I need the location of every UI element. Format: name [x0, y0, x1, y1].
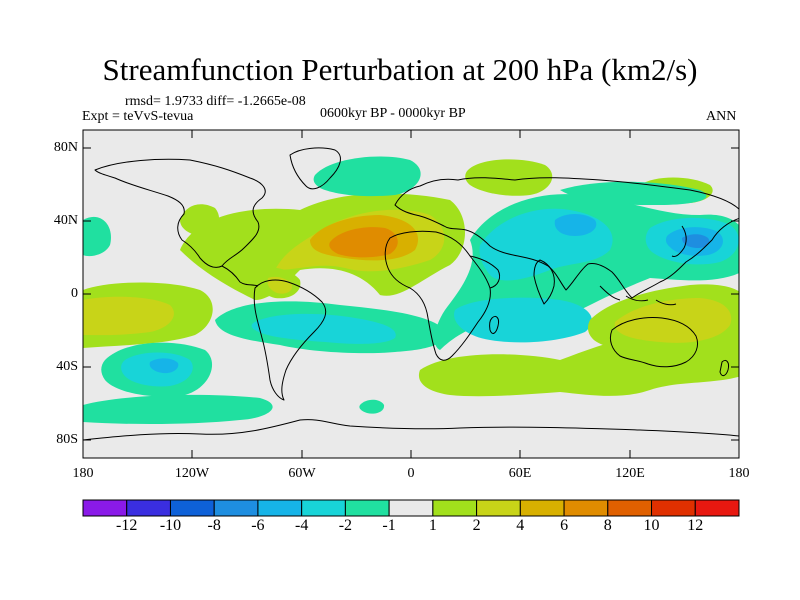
colorbar-label: -8	[207, 517, 221, 534]
colorbar-label: 8	[603, 517, 612, 534]
coast-greenland	[289, 147, 341, 190]
coast-arabia	[469, 255, 501, 289]
colorbar-box	[563, 499, 609, 517]
colorbar-box	[476, 499, 521, 517]
coast-antarctica	[83, 419, 739, 441]
coast-new-zealand	[719, 359, 729, 377]
lon-tick-120w: 120W	[174, 466, 210, 481]
colorbar-box	[432, 499, 478, 517]
colorbar-box	[519, 499, 565, 517]
colorbar-label: 6	[560, 517, 569, 534]
colorbar-box	[651, 499, 696, 517]
colorbar-label: 12	[687, 517, 704, 534]
colorbar-box	[694, 499, 740, 517]
lat-tick-40s: 40S	[56, 359, 78, 374]
contour-pos-2-greenland	[180, 204, 220, 236]
colorbar-box	[169, 499, 215, 517]
contour-neg-1-southernocean	[359, 399, 385, 414]
colorbar-label: -6	[251, 517, 265, 534]
coast-gulf	[221, 265, 259, 287]
lat-tick-80s: 80S	[56, 432, 78, 447]
colorbar-label: 4	[516, 517, 525, 534]
period-label: 0600kyr BP - 0000kyr BP	[320, 106, 466, 121]
colorbar-box	[82, 499, 128, 517]
contour-pos-2-indian-south	[453, 357, 521, 379]
plot-title: Streamfunction Perturbation at 200 hPa (…	[102, 52, 698, 87]
colorbar-box	[213, 499, 259, 517]
contour-neg-2-satlantic	[251, 313, 396, 344]
coastlines	[83, 147, 739, 441]
lat-tick-80n: 80N	[53, 140, 78, 155]
colorbar-label: -2	[338, 517, 353, 534]
contour-pos-4-epacific	[83, 296, 174, 336]
colorbar-box	[388, 499, 434, 517]
coast-south-america	[253, 279, 327, 401]
colorbar-label: -10	[159, 517, 182, 534]
colorbar	[82, 499, 740, 517]
lon-tick-60e: 60E	[508, 466, 532, 481]
lat-tick-0: 0	[71, 286, 78, 301]
coast-africa	[384, 230, 491, 361]
stats-text: rmsd= 1.9733 diff= -1.2665e-08	[125, 94, 306, 109]
contour-neg-4-spacific	[149, 358, 179, 374]
contour-neg-1-arctic	[313, 156, 421, 197]
contour-neg-6-japan	[682, 234, 710, 248]
colorbar-label: -1	[382, 517, 396, 534]
colorbar-box	[126, 499, 171, 517]
season-label: ANN	[706, 109, 737, 124]
lon-tick-180e: 180	[728, 466, 750, 481]
coast-se-asia	[599, 285, 677, 306]
lon-tick-120e: 120E	[615, 466, 645, 481]
coast-eurasia	[394, 177, 739, 299]
experiment-label: Expt = teVvS-tevua	[82, 109, 194, 124]
coast-india	[533, 259, 555, 305]
lon-tick-60w: 60W	[288, 466, 316, 481]
contour-pos-2-npacific	[465, 159, 553, 196]
colorbar-label: 2	[472, 517, 481, 534]
contour-pos-8-africa	[329, 227, 398, 258]
contour-neg-1-tropics-west	[83, 216, 111, 257]
coast-japan	[671, 225, 687, 257]
lon-tick-180w: 180	[72, 466, 94, 481]
colorbar-box	[257, 499, 303, 517]
colorbar-label: 1	[428, 517, 437, 534]
contour-neg-2-indian	[454, 297, 592, 343]
colorbar-label: -4	[295, 517, 309, 534]
axis-ticks	[83, 130, 739, 458]
coast-madagascar	[489, 315, 499, 334]
contour-neg-4-centralasia	[554, 214, 597, 236]
lon-tick-0: 0	[407, 466, 415, 481]
colorbar-label: -12	[116, 517, 138, 534]
colorbar-box	[607, 499, 653, 517]
colorbar-box	[301, 499, 346, 517]
contour-neg-1-sa-tip	[83, 394, 273, 425]
colorbar-box	[344, 499, 390, 517]
colorbar-label: 10	[643, 517, 660, 534]
contour-fields	[83, 156, 739, 425]
lat-tick-40n: 40N	[53, 213, 78, 228]
coast-australia	[609, 317, 699, 368]
